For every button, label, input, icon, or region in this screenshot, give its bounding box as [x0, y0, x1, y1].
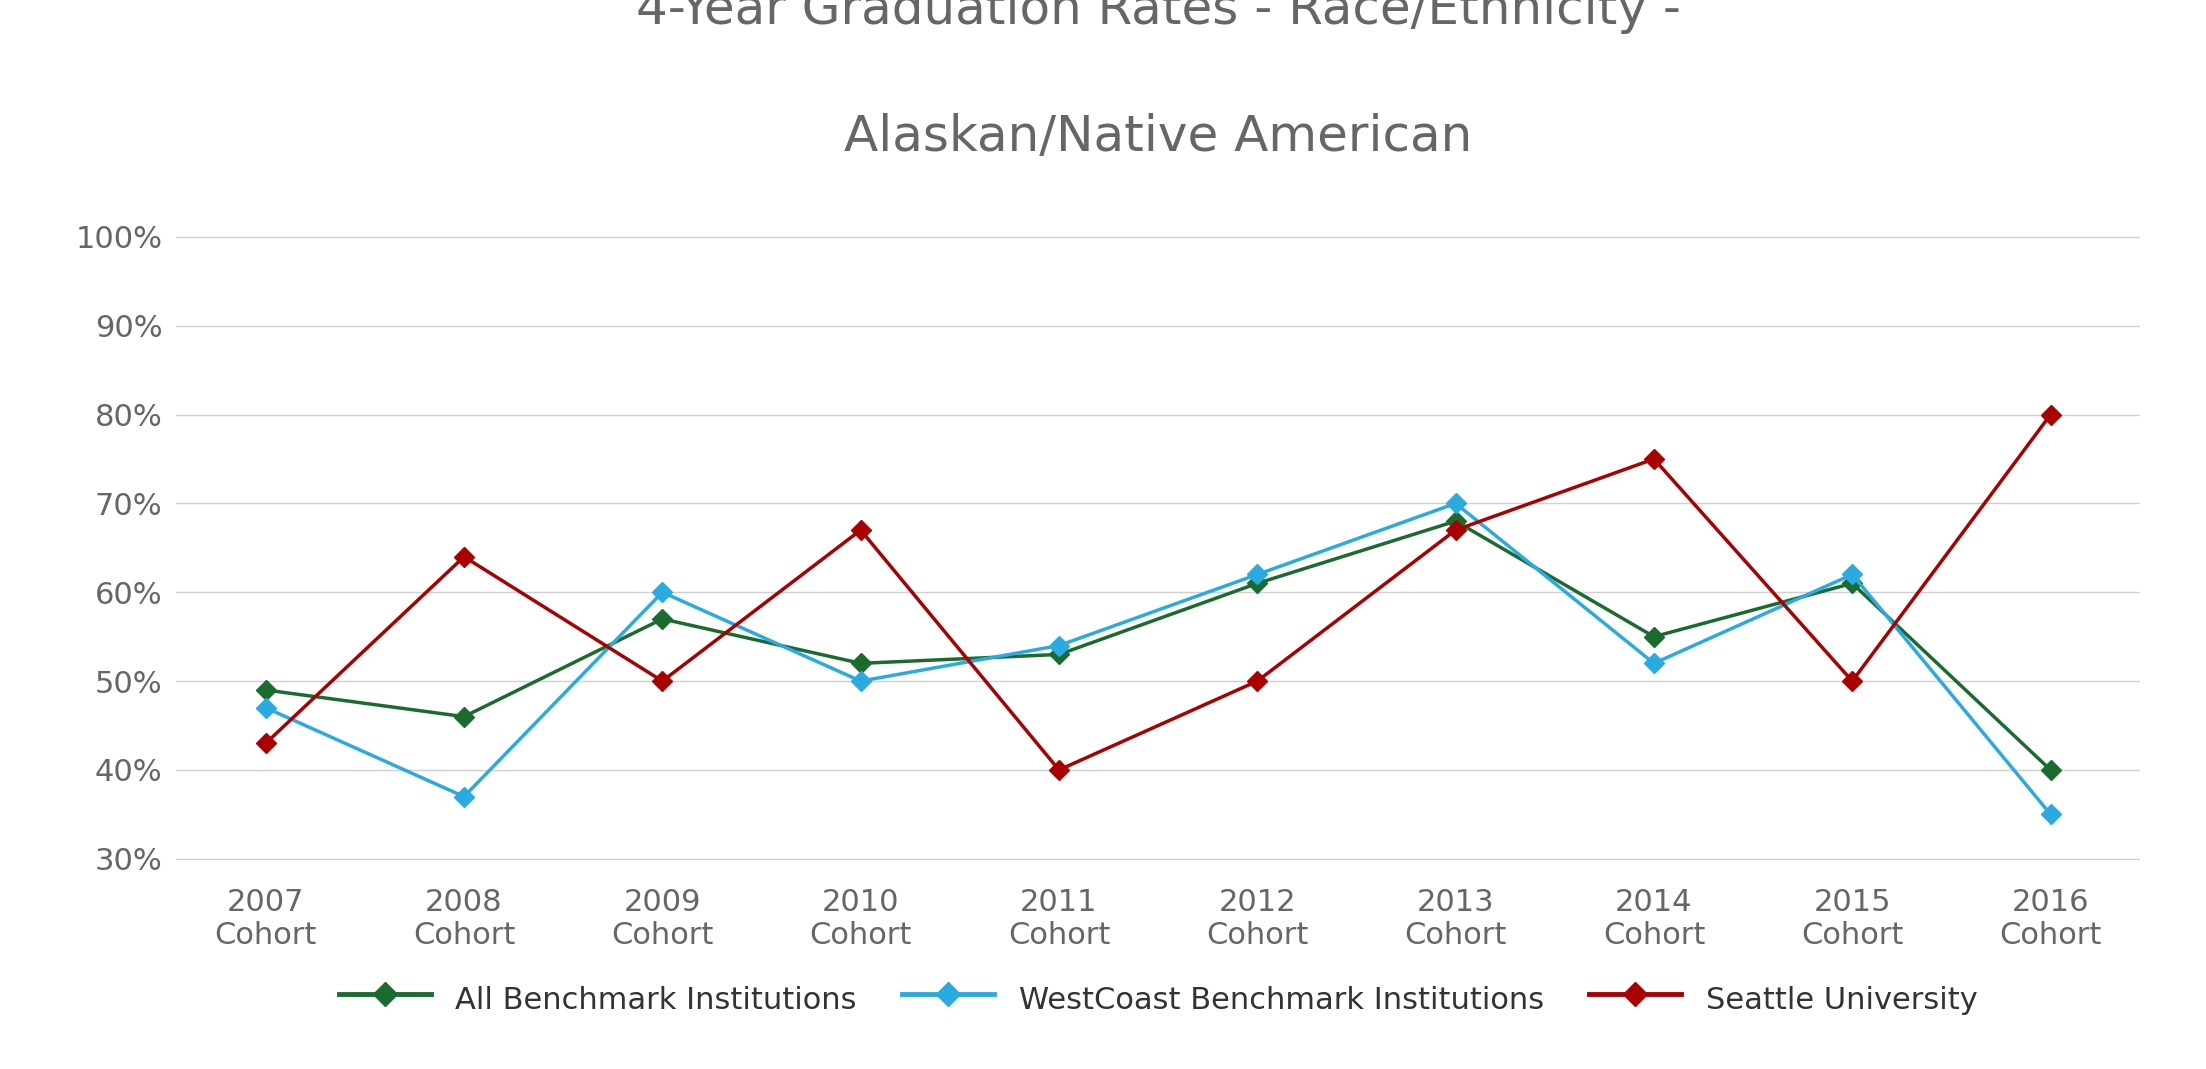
Legend: All Benchmark Institutions, WestCoast Benchmark Institutions, Seattle University: All Benchmark Institutions, WestCoast Be…	[324, 964, 1992, 1033]
Title: 4-Year Graduation Rates - Race/Ethnicity -

Alaskan/Native American: 4-Year Graduation Rates - Race/Ethnicity…	[635, 0, 1681, 160]
